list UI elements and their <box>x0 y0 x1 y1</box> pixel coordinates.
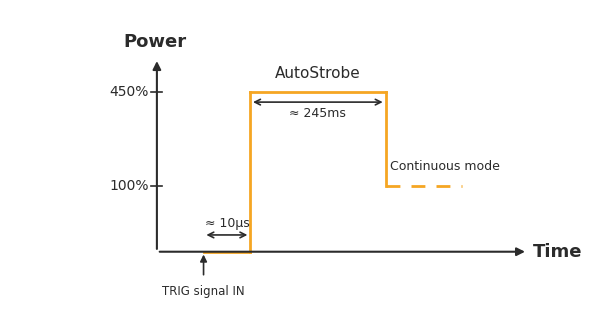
Text: 450%: 450% <box>110 85 149 99</box>
Text: ≈ 10μs: ≈ 10μs <box>205 217 249 230</box>
Text: 100%: 100% <box>110 179 149 193</box>
Text: TRIG signal IN: TRIG signal IN <box>162 285 245 298</box>
Text: Continuous mode: Continuous mode <box>390 160 500 173</box>
Text: Power: Power <box>123 32 186 51</box>
Text: ≈ 245ms: ≈ 245ms <box>290 107 346 120</box>
Text: AutoStrobe: AutoStrobe <box>275 66 361 81</box>
Text: Time: Time <box>533 243 582 261</box>
